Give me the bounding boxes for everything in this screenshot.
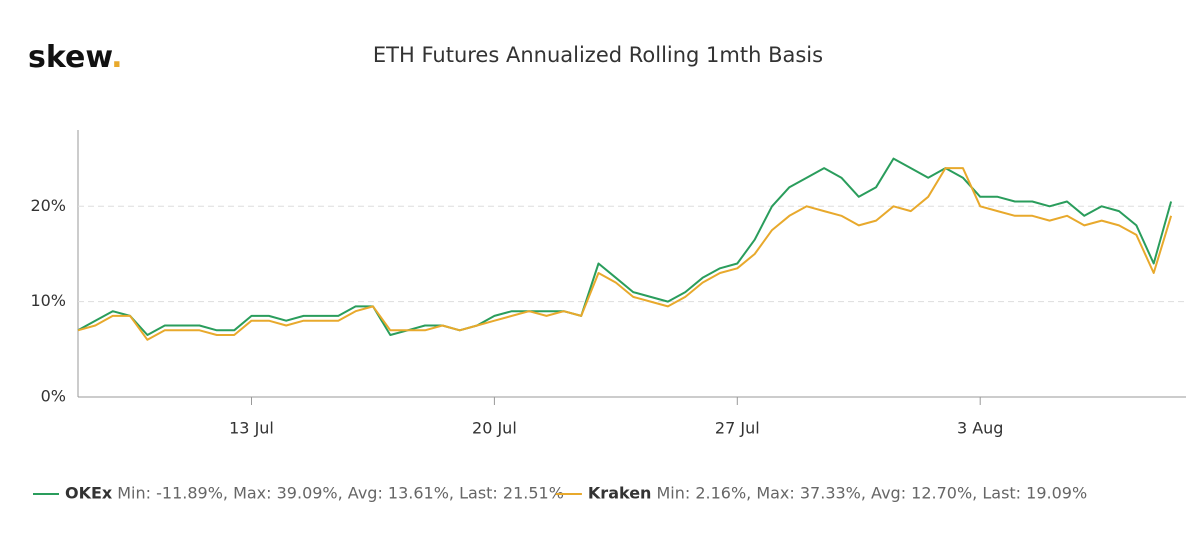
x-tick-label: 27 Jul bbox=[715, 419, 760, 438]
series-line bbox=[77, 167, 1173, 341]
legend-stats: Min: 2.16%, Max: 37.33%, Avg: 12.70%, La… bbox=[656, 484, 1087, 503]
legend-label: OKEx bbox=[65, 484, 113, 503]
y-tick-label: 10% bbox=[30, 291, 66, 310]
legend-stats: Min: -11.89%, Max: 39.09%, Avg: 13.61%, … bbox=[117, 484, 564, 503]
x-tick-label: 13 Jul bbox=[229, 419, 274, 438]
logo-text: skew bbox=[28, 40, 112, 75]
logo: skew. bbox=[28, 40, 123, 75]
x-tick-label: 20 Jul bbox=[472, 419, 517, 438]
y-tick-label: 20% bbox=[30, 196, 66, 215]
y-tick-label: 0% bbox=[41, 387, 66, 406]
series-line bbox=[77, 157, 1173, 336]
chart-title: ETH Futures Annualized Rolling 1mth Basi… bbox=[373, 43, 823, 67]
logo-dot: . bbox=[111, 40, 122, 75]
legend-label: Kraken bbox=[588, 484, 652, 503]
x-tick-label: 3 Aug bbox=[957, 419, 1004, 438]
